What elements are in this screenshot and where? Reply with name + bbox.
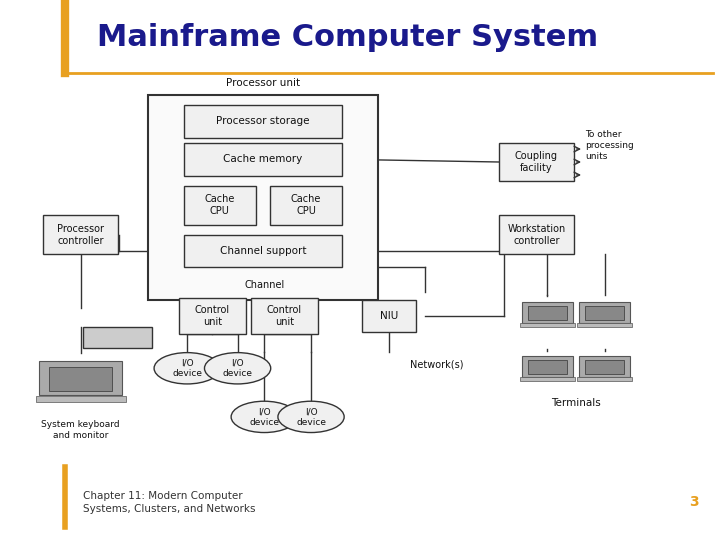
FancyBboxPatch shape <box>184 235 342 267</box>
Text: Terminals: Terminals <box>551 398 601 408</box>
Ellipse shape <box>204 353 271 384</box>
Text: System keyboard
and monitor: System keyboard and monitor <box>41 420 120 440</box>
Text: Control
unit: Control unit <box>267 305 302 327</box>
Ellipse shape <box>278 401 344 433</box>
FancyBboxPatch shape <box>585 360 624 374</box>
Text: 3: 3 <box>689 495 698 509</box>
Text: To other
processing
units: To other processing units <box>585 130 634 161</box>
FancyBboxPatch shape <box>585 306 624 320</box>
Text: Processor unit: Processor unit <box>226 78 300 88</box>
FancyBboxPatch shape <box>498 215 575 254</box>
Text: Channel: Channel <box>245 280 285 290</box>
FancyBboxPatch shape <box>36 396 125 402</box>
Text: I/O
device: I/O device <box>296 407 326 427</box>
FancyBboxPatch shape <box>148 94 378 300</box>
Text: Cache
CPU: Cache CPU <box>291 194 321 216</box>
FancyBboxPatch shape <box>184 186 256 225</box>
Text: I/O
device: I/O device <box>249 407 279 427</box>
Text: Processor storage: Processor storage <box>216 117 310 126</box>
Text: Mainframe Computer System: Mainframe Computer System <box>97 23 598 52</box>
Text: Cache memory: Cache memory <box>223 154 302 164</box>
Text: Cache
CPU: Cache CPU <box>204 194 235 216</box>
FancyBboxPatch shape <box>49 367 112 390</box>
Text: Control
unit: Control unit <box>195 305 230 327</box>
Text: Processor
controller: Processor controller <box>57 224 104 246</box>
FancyBboxPatch shape <box>270 186 342 225</box>
FancyBboxPatch shape <box>528 306 567 320</box>
FancyBboxPatch shape <box>522 356 572 377</box>
FancyBboxPatch shape <box>577 377 632 381</box>
FancyBboxPatch shape <box>362 300 416 332</box>
FancyBboxPatch shape <box>179 298 246 334</box>
FancyBboxPatch shape <box>520 323 575 327</box>
FancyBboxPatch shape <box>528 360 567 374</box>
Text: Channel support: Channel support <box>220 246 306 256</box>
FancyBboxPatch shape <box>580 302 630 323</box>
Text: Workstation
controller: Workstation controller <box>508 224 565 246</box>
Text: NIU: NIU <box>379 311 398 321</box>
Ellipse shape <box>231 401 297 433</box>
FancyBboxPatch shape <box>184 105 342 138</box>
FancyBboxPatch shape <box>577 323 632 327</box>
Text: Coupling
facility: Coupling facility <box>515 151 558 173</box>
FancyBboxPatch shape <box>40 361 122 395</box>
FancyBboxPatch shape <box>580 356 630 377</box>
FancyBboxPatch shape <box>84 327 152 348</box>
FancyBboxPatch shape <box>251 298 318 334</box>
FancyBboxPatch shape <box>498 143 575 181</box>
Ellipse shape <box>154 353 220 384</box>
FancyBboxPatch shape <box>43 215 119 254</box>
Text: I/O
device: I/O device <box>222 359 253 378</box>
Text: Chapter 11: Modern Computer
Systems, Clusters, and Networks: Chapter 11: Modern Computer Systems, Clu… <box>83 491 256 514</box>
FancyBboxPatch shape <box>184 143 342 176</box>
FancyBboxPatch shape <box>522 302 572 323</box>
FancyBboxPatch shape <box>520 377 575 381</box>
Text: Network(s): Network(s) <box>410 360 464 369</box>
Text: I/O
device: I/O device <box>172 359 202 378</box>
